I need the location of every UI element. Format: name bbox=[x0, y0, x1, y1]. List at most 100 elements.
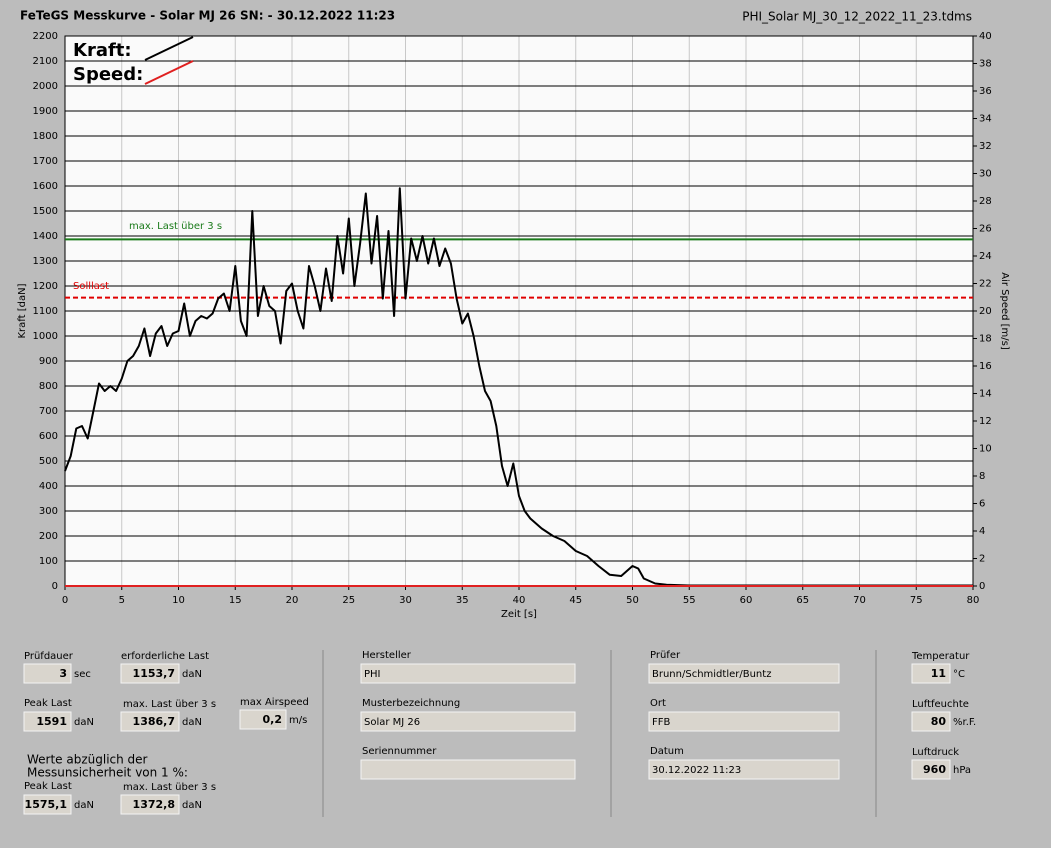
field-value: 30.12.2022 11:23 bbox=[652, 765, 741, 776]
y2-tick-label: 28 bbox=[979, 196, 992, 207]
field-unit: hPa bbox=[953, 765, 971, 776]
y2-tick-label: 34 bbox=[979, 114, 992, 125]
y-tick-label: 800 bbox=[39, 381, 58, 392]
y-tick-label: 1800 bbox=[33, 131, 58, 142]
x-tick-label: 10 bbox=[172, 595, 185, 606]
y2-tick-label: 18 bbox=[979, 334, 992, 345]
field-label: Peak Last bbox=[24, 698, 72, 709]
field-label: Prüfer bbox=[650, 650, 681, 661]
y-tick-label: 1700 bbox=[33, 156, 58, 167]
field-value: 960 bbox=[923, 763, 946, 776]
y-tick-label: 2200 bbox=[33, 31, 58, 42]
y2-axis-label: Air Speed [m/s] bbox=[999, 272, 1010, 350]
field-label: Seriennummer bbox=[362, 746, 437, 757]
field-box bbox=[648, 711, 840, 732]
field-value: 11 bbox=[931, 667, 946, 680]
field-value: PHI bbox=[364, 669, 381, 680]
x-tick-label: 30 bbox=[399, 595, 412, 606]
field-label: Temperatur bbox=[911, 651, 970, 662]
field-box bbox=[360, 759, 576, 780]
field-value: 1591 bbox=[36, 715, 67, 728]
y2-tick-label: 2 bbox=[979, 554, 985, 565]
legend-label: Kraft: bbox=[73, 40, 132, 61]
field-label: Luftdruck bbox=[912, 747, 959, 758]
y2-tick-label: 10 bbox=[979, 444, 992, 455]
y-tick-label: 900 bbox=[39, 356, 58, 367]
y2-tick-label: 30 bbox=[979, 169, 992, 180]
y2-tick-label: 12 bbox=[979, 416, 992, 427]
y-tick-label: 1400 bbox=[33, 231, 58, 242]
field-box bbox=[120, 711, 180, 732]
field-box bbox=[911, 759, 951, 780]
y-tick-label: 2000 bbox=[33, 81, 58, 92]
field-unit: daN bbox=[182, 800, 202, 811]
field-box bbox=[911, 711, 951, 732]
note: Werte abzüglich der bbox=[27, 753, 148, 767]
y-tick-label: 0 bbox=[52, 581, 58, 592]
field-value: FFB bbox=[652, 717, 671, 728]
y2-tick-label: 0 bbox=[979, 581, 985, 592]
title: FeTeGS Messkurve - Solar MJ 26 SN: - 30.… bbox=[20, 9, 395, 23]
file-name: PHI_Solar MJ_30_12_2022_11_23.tdms bbox=[742, 10, 972, 24]
field-value: 1386,7 bbox=[133, 715, 175, 728]
x-tick-label: 15 bbox=[229, 595, 242, 606]
field-unit: %r.F. bbox=[953, 717, 976, 728]
y2-tick-label: 38 bbox=[979, 59, 992, 70]
y-tick-label: 200 bbox=[39, 531, 58, 542]
y-tick-label: 1300 bbox=[33, 256, 58, 267]
field-label: max. Last über 3 s bbox=[123, 699, 216, 710]
field-value: 80 bbox=[931, 715, 947, 728]
y-tick-label: 600 bbox=[39, 431, 58, 442]
field-box bbox=[23, 711, 72, 732]
field-label: Ort bbox=[650, 698, 666, 709]
field-label: Peak Last bbox=[24, 781, 72, 792]
y2-tick-label: 22 bbox=[979, 279, 992, 290]
x-tick-label: 45 bbox=[569, 595, 582, 606]
field-box bbox=[360, 663, 576, 684]
reference-label: Solllast bbox=[73, 281, 109, 292]
field-label: max. Last über 3 s bbox=[123, 782, 216, 793]
y2-tick-label: 40 bbox=[979, 31, 992, 42]
x-tick-label: 80 bbox=[967, 595, 980, 606]
y2-tick-label: 26 bbox=[979, 224, 992, 235]
x-tick-label: 65 bbox=[796, 595, 809, 606]
field-box bbox=[648, 663, 840, 684]
note: Messunsicherheit von 1 %: bbox=[27, 766, 188, 780]
field-box bbox=[239, 709, 287, 730]
x-tick-label: 60 bbox=[740, 595, 753, 606]
field-value: 0,2 bbox=[263, 713, 283, 726]
field-label: erforderliche Last bbox=[121, 651, 209, 662]
field-label: Datum bbox=[650, 746, 684, 757]
x-tick-label: 40 bbox=[513, 595, 526, 606]
field-value: 1153,7 bbox=[133, 667, 175, 680]
x-tick-label: 70 bbox=[853, 595, 866, 606]
legend-label: Speed: bbox=[73, 64, 143, 85]
field-box bbox=[120, 663, 180, 684]
y-tick-label: 1200 bbox=[33, 281, 58, 292]
field-unit: daN bbox=[74, 800, 94, 811]
field-unit: °C bbox=[953, 669, 965, 680]
y-axis-label: Kraft [daN] bbox=[17, 283, 28, 338]
legend-swatch bbox=[144, 60, 194, 85]
y2-tick-label: 32 bbox=[979, 141, 992, 152]
y2-tick-label: 24 bbox=[979, 251, 992, 262]
reference-label: max. Last über 3 s bbox=[129, 221, 222, 232]
field-label: max Airspeed bbox=[240, 697, 309, 708]
y-tick-label: 2100 bbox=[33, 56, 58, 67]
y2-tick-label: 14 bbox=[979, 389, 992, 400]
y-tick-label: 700 bbox=[39, 406, 58, 417]
field-unit: sec bbox=[74, 669, 91, 680]
field-unit: daN bbox=[182, 717, 202, 728]
y-tick-label: 1900 bbox=[33, 106, 58, 117]
field-box bbox=[911, 663, 951, 684]
y2-tick-label: 20 bbox=[979, 306, 992, 317]
x-axis-label: Zeit [s] bbox=[501, 609, 537, 620]
x-tick-label: 20 bbox=[286, 595, 299, 606]
x-tick-label: 5 bbox=[119, 595, 125, 606]
field-box bbox=[23, 794, 72, 815]
y2-tick-label: 36 bbox=[979, 86, 992, 97]
field-value: 3 bbox=[59, 667, 67, 680]
x-tick-label: 50 bbox=[626, 595, 639, 606]
